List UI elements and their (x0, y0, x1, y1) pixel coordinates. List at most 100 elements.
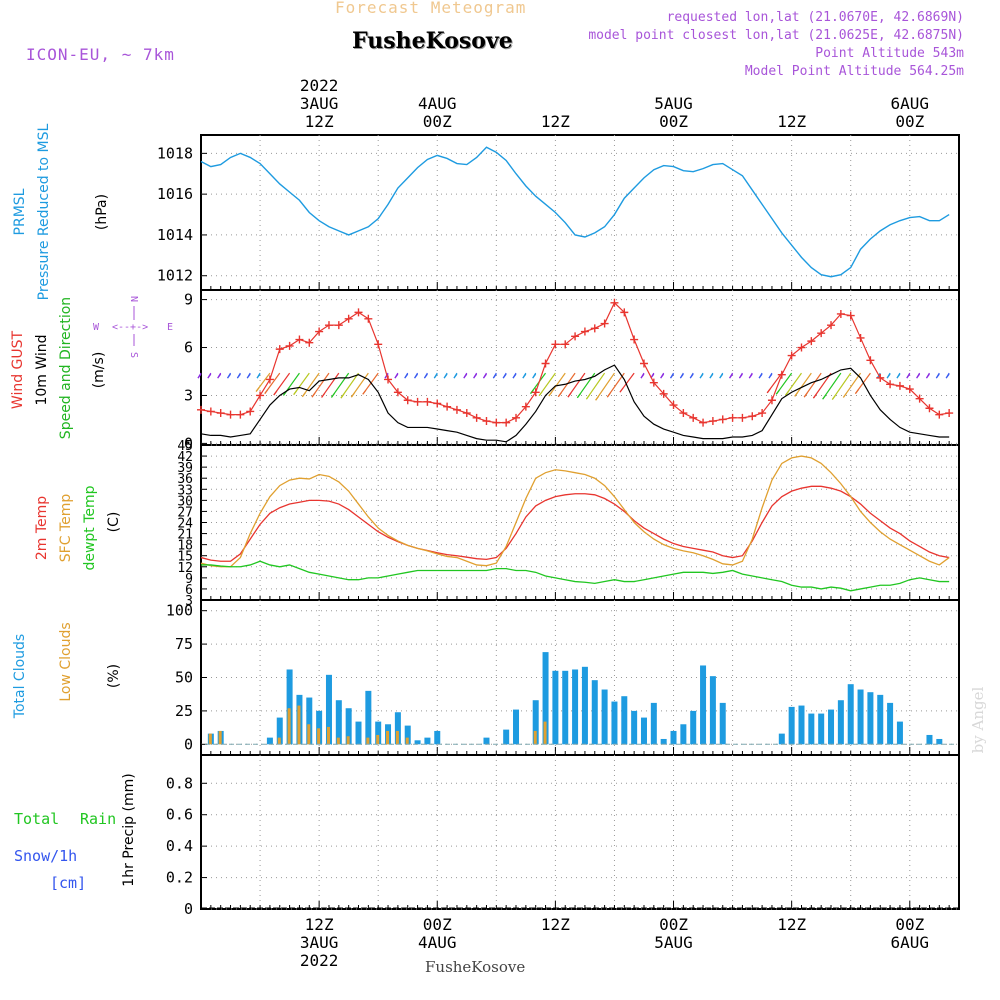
compass-e: E (167, 322, 173, 333)
gust-marker (561, 340, 570, 349)
time-label-bottom: 2022 (300, 951, 339, 970)
gust-marker (571, 332, 580, 341)
low-cloud-bar (346, 736, 350, 745)
gust-marker (895, 381, 904, 390)
gust-marker (630, 335, 639, 344)
time-label-top: 00Z (659, 112, 688, 131)
total-cloud-bar (778, 733, 785, 745)
wind-gust-markers (197, 298, 954, 427)
y-tick-label: 9 (184, 291, 193, 309)
wind-barb-head (522, 373, 527, 379)
panel-frame (200, 599, 960, 756)
requested-coords: requested lon,lat (21.0670E, 42.6869N) (666, 10, 964, 25)
wind-barb (340, 372, 359, 399)
gust-marker (797, 343, 806, 352)
wind-barb-head (729, 373, 734, 379)
gust-marker (699, 418, 708, 427)
low-cloud-bar (395, 730, 399, 745)
wind-dir-label: Speed and Direction (58, 297, 74, 439)
y-tick-label: 42 (177, 450, 193, 465)
time-label-bottom: 5AUG (654, 933, 693, 952)
total-cloud-bar (404, 725, 411, 745)
wind-barb-head (925, 373, 930, 379)
wind-barb-head (935, 373, 940, 379)
gust-marker (452, 405, 461, 414)
wind-barb-head (404, 373, 409, 379)
low-cloud-label: Low Clouds (58, 622, 74, 701)
y-tick-label: 12 (177, 561, 193, 576)
gust-marker (246, 407, 255, 416)
gust-marker (344, 314, 353, 323)
gust-marker (807, 337, 816, 346)
total-cloud-bar (828, 709, 835, 745)
total-cloud-bar (601, 689, 608, 745)
total-cloud-bar (542, 652, 549, 745)
total-cloud-label: Total Clouds (12, 634, 28, 719)
total-cloud-bar (611, 701, 618, 745)
point-altitude: Point Altitude 543m (815, 46, 964, 61)
wind-barb-head (350, 392, 355, 398)
wind-barb (595, 372, 615, 401)
gust-marker (275, 345, 284, 354)
gust-marker (758, 409, 767, 418)
total-cloud-bar (513, 709, 520, 745)
y-tick-label: 0.2 (166, 869, 193, 887)
wind-barb-head (916, 373, 921, 379)
wind-barb-head (394, 373, 399, 379)
total-cloud-bar (837, 700, 844, 745)
compass-s: S (128, 352, 139, 358)
time-label-top: 00Z (895, 112, 924, 131)
gust-marker (856, 333, 865, 342)
gust-marker (502, 418, 511, 427)
y-tick-label: 0.8 (166, 774, 193, 792)
total-cloud-bar (325, 674, 332, 745)
precip-unit: 1hr Precip (mm) (121, 773, 137, 886)
y-tick-label: 0.4 (166, 837, 193, 855)
total-cloud-bar (847, 684, 854, 745)
gust-marker (767, 396, 776, 405)
gust-marker (334, 321, 343, 330)
legend-rain: Rain (80, 810, 116, 828)
wind-direction-barbs (197, 372, 950, 401)
wind-barb-head (775, 389, 780, 395)
wind-barb-head (660, 373, 665, 379)
sfc-line (200, 455, 950, 568)
gust-marker (364, 314, 373, 323)
gust-marker (679, 409, 688, 418)
wind-barb-head (483, 373, 487, 379)
low-cloud-bar (297, 705, 301, 745)
total-cloud-bar (424, 737, 431, 745)
wind-gust-line (200, 301, 950, 424)
wind-barb-head (709, 373, 714, 379)
y-tick-label: 21 (177, 528, 193, 543)
gust-marker (324, 321, 333, 330)
total-cloud-bar (483, 737, 490, 745)
wind-barb-head (255, 387, 260, 392)
wind-barb-head (557, 392, 562, 398)
time-label-top: 6AUG (891, 94, 930, 113)
y-tick-label: 3 (184, 386, 193, 404)
gust-marker (354, 308, 363, 317)
y-tick-label: 0 (184, 434, 193, 452)
gust-marker (265, 375, 274, 384)
total-cloud-bar (650, 702, 657, 745)
total-cloud-bar (316, 710, 323, 745)
gust-marker (393, 388, 402, 397)
time-label-top: 12Z (305, 112, 334, 131)
panel-frame (200, 444, 960, 601)
wind-barb-head (619, 387, 624, 393)
low-cloud-bar (287, 708, 291, 745)
time-label-top: 3AUG (300, 94, 339, 113)
wind-barb (822, 372, 842, 400)
model-point-altitude: Model Point Altitude 564.25m (744, 64, 964, 79)
total-cloud-bar (375, 721, 382, 745)
time-label-bottom: 6AUG (891, 933, 930, 952)
wind-barb-head (689, 373, 694, 379)
wind-barb-head (906, 373, 911, 379)
gust-marker (295, 335, 304, 344)
wind-barb-head (293, 390, 298, 396)
wind-barb-head (699, 373, 704, 379)
total-cloud-bar (355, 721, 362, 745)
gust-marker (718, 415, 727, 424)
